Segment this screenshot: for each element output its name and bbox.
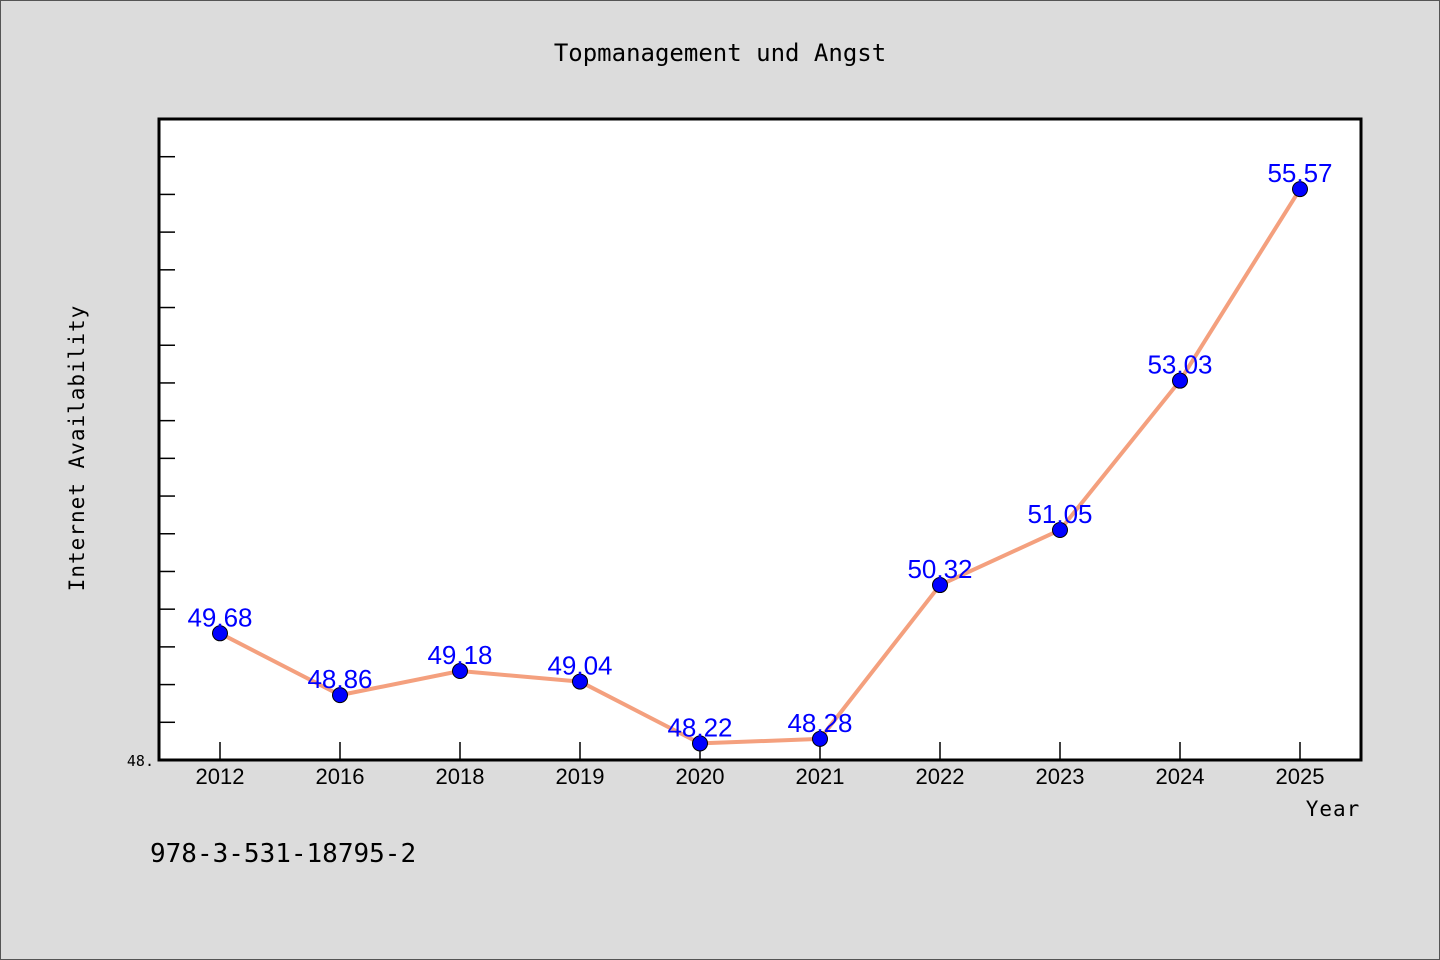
x-axis-ticks xyxy=(219,742,1301,760)
data-point xyxy=(1292,181,1308,198)
data-point xyxy=(452,663,468,680)
series-line xyxy=(219,188,1302,746)
x-axis-label: Year xyxy=(1306,797,1361,821)
data-point xyxy=(572,673,588,690)
data-labels: 49.68 48.86 49.18 49.04 48.22 48.28 50.32 51.05… xyxy=(187,158,1332,742)
data-label: 48.28 xyxy=(787,708,852,738)
data-label: 53.03 xyxy=(1147,350,1212,380)
data-label: 49.18 xyxy=(427,640,492,670)
data-point xyxy=(812,730,828,747)
data-label: 48.22 xyxy=(667,712,732,742)
data-point xyxy=(692,735,708,752)
x-tick-label: 2024 xyxy=(1156,764,1205,789)
x-tick-label: 2016 xyxy=(316,764,365,789)
plot-area xyxy=(157,117,1363,762)
series-markers xyxy=(212,181,1308,752)
data-point xyxy=(932,577,948,594)
x-tick-label: 2018 xyxy=(436,764,485,789)
y-tick-label: 48. xyxy=(127,752,154,770)
data-point xyxy=(1052,521,1068,538)
y-axis-label: Internet Availability xyxy=(65,305,89,592)
x-tick-label: 2020 xyxy=(676,764,725,789)
data-label: 51.05 xyxy=(1027,499,1092,529)
chart-title: Topmanagement und Angst xyxy=(554,39,886,67)
data-point xyxy=(212,625,228,642)
data-label: 55.57 xyxy=(1267,158,1332,188)
data-point xyxy=(1172,372,1188,389)
data-label: 48.86 xyxy=(307,664,372,694)
x-tick-label: 2022 xyxy=(916,764,965,789)
isbn-text: 978-3-531-18795-2 xyxy=(150,839,416,869)
data-label: 50.32 xyxy=(907,554,972,584)
x-axis-tick-labels: 2012 2016 2018 2019 2020 2021 2022 2023 2024 2025 xyxy=(196,764,1325,789)
y-axis-ticks xyxy=(159,118,175,724)
x-tick-label: 2025 xyxy=(1276,764,1325,789)
x-tick-label: 2021 xyxy=(796,764,845,789)
x-tick-label: 2019 xyxy=(556,764,605,789)
data-label: 49.68 xyxy=(187,602,252,632)
data-label: 49.04 xyxy=(547,651,612,681)
x-tick-label: 2023 xyxy=(1036,764,1085,789)
x-tick-label: 2012 xyxy=(196,764,245,789)
data-point xyxy=(332,687,348,704)
